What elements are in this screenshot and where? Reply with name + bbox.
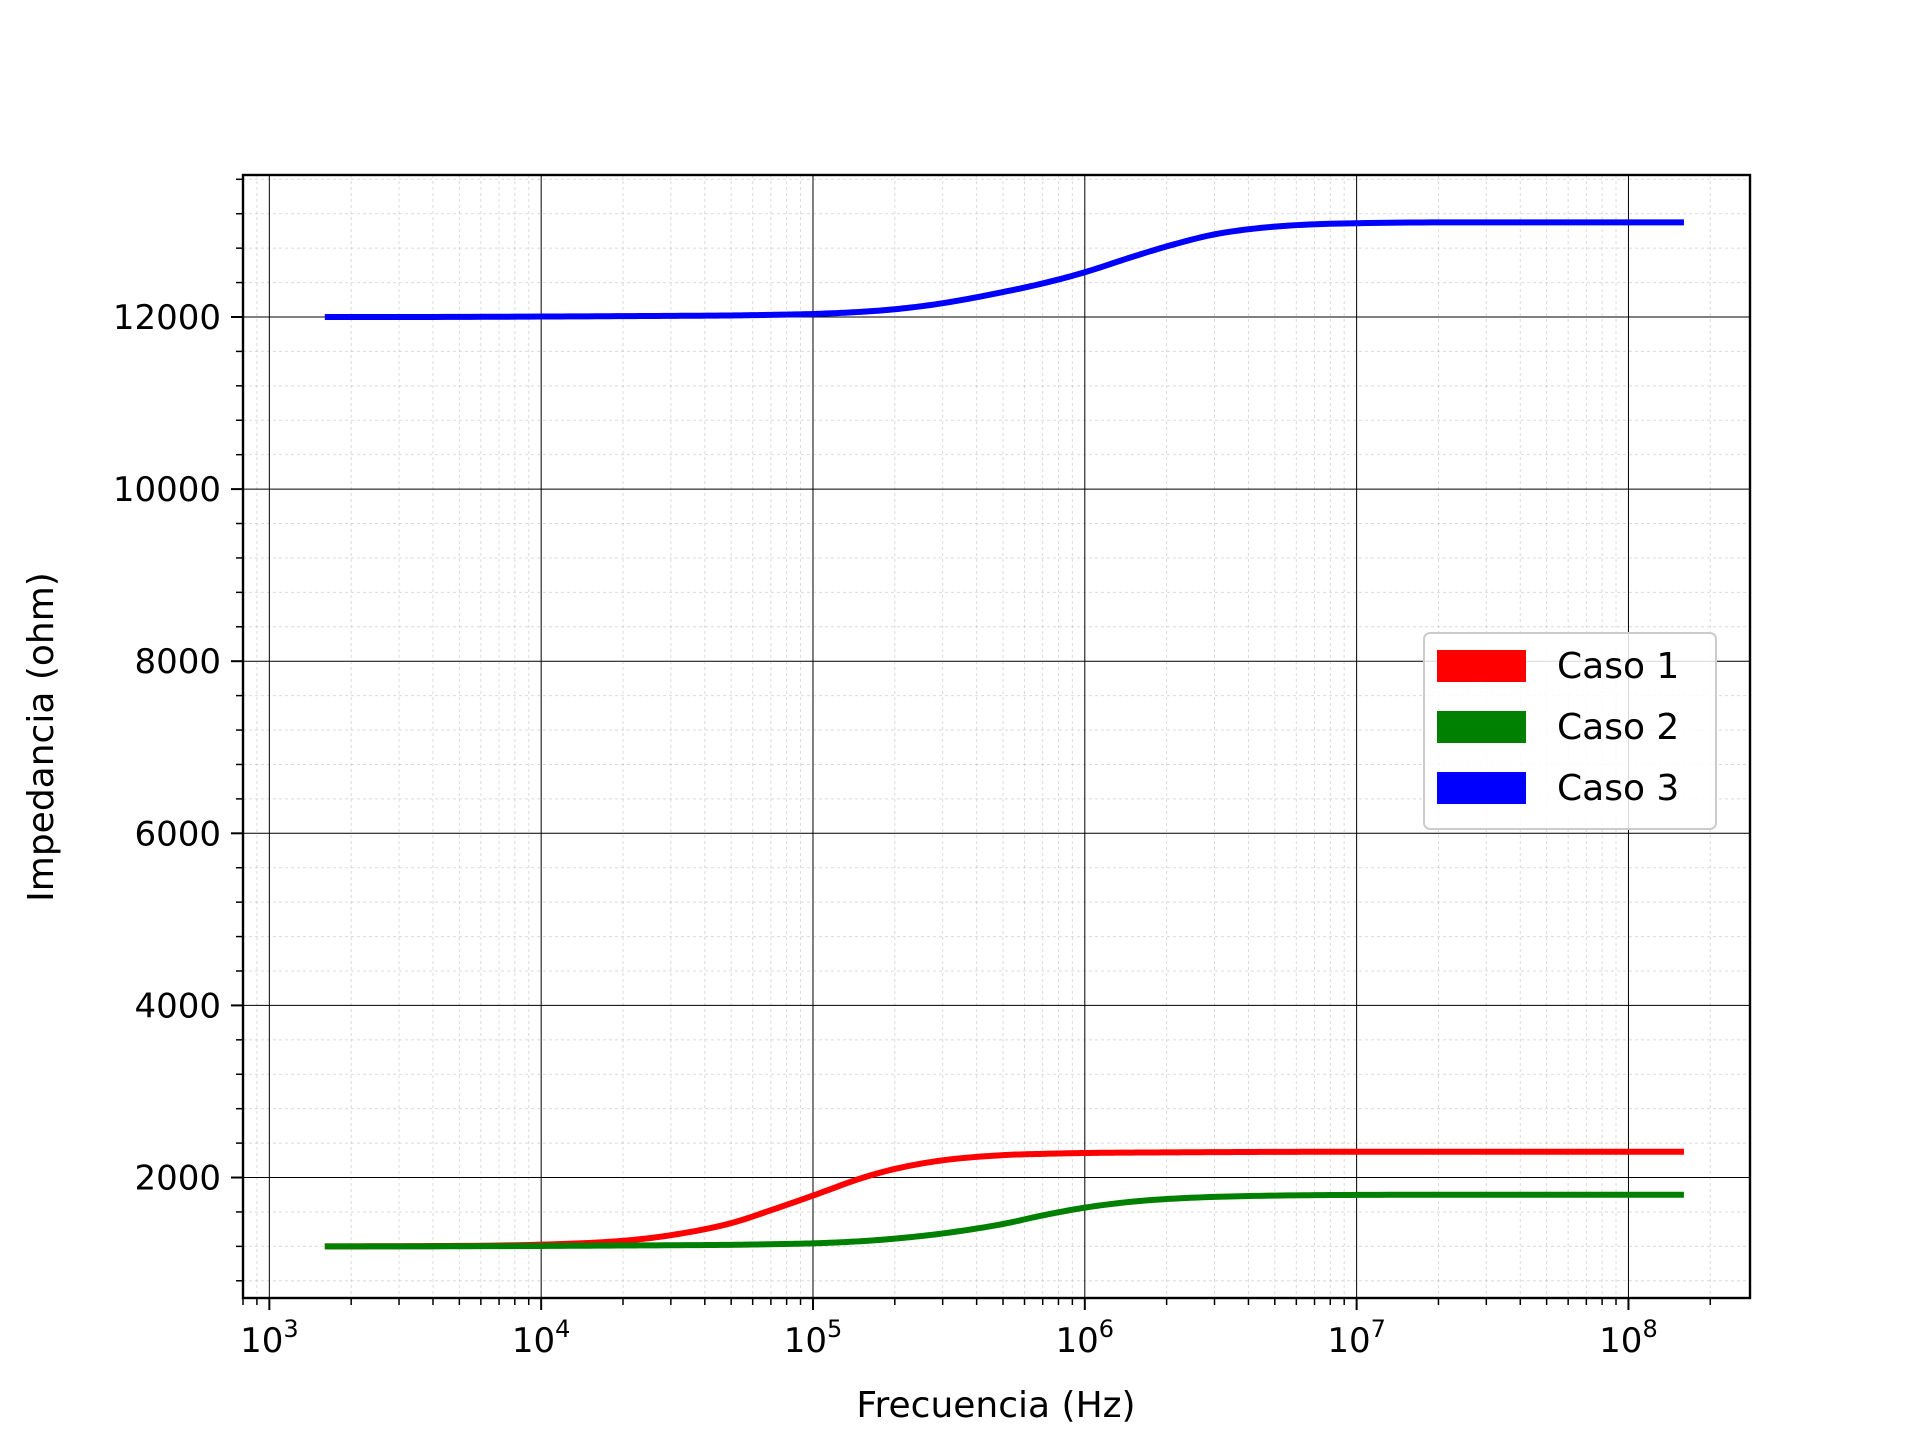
plot-frame <box>241 173 1752 1300</box>
y-axis: 2000 4000 6000 8000 10000 12000 <box>113 178 243 1282</box>
legend-swatch <box>1437 650 1526 682</box>
legend: Caso 1 Caso 2 Caso 3 <box>1423 632 1717 830</box>
y-tick-label: 2000 <box>134 1159 221 1199</box>
legend-swatch <box>1437 711 1526 743</box>
y-tick-label: 12000 <box>113 298 221 338</box>
x-tick-label: 103 <box>240 1315 299 1361</box>
x-tick-label: 107 <box>1327 1315 1386 1361</box>
x-axis-label: Frecuencia (Hz) <box>856 1385 1135 1426</box>
y-tick-label: 6000 <box>134 814 221 854</box>
y-tick-label: 8000 <box>134 642 221 682</box>
x-tick-label: 104 <box>512 1315 571 1361</box>
y-tick-label: 10000 <box>113 470 221 510</box>
x-tick-label: 108 <box>1599 1315 1658 1361</box>
x-tick-label: 105 <box>784 1315 843 1361</box>
y-tick-label: 4000 <box>134 986 221 1026</box>
legend-label: Caso 1 <box>1557 646 1679 687</box>
legend-swatch <box>1437 772 1526 804</box>
legend-label: Caso 3 <box>1557 768 1679 809</box>
series-line-caso-2 <box>324 1191 1684 1250</box>
series-lines <box>324 219 1684 1250</box>
legend-label: Caso 2 <box>1557 707 1679 748</box>
x-tick-label: 106 <box>1056 1315 1115 1361</box>
series-line-caso-3 <box>324 219 1684 320</box>
y-axis-label: Impedancia (ohm) <box>21 572 62 902</box>
series-line-caso-1 <box>324 1148 1684 1250</box>
x-axis: 103 104 105 106 107 108 <box>240 1298 1712 1361</box>
